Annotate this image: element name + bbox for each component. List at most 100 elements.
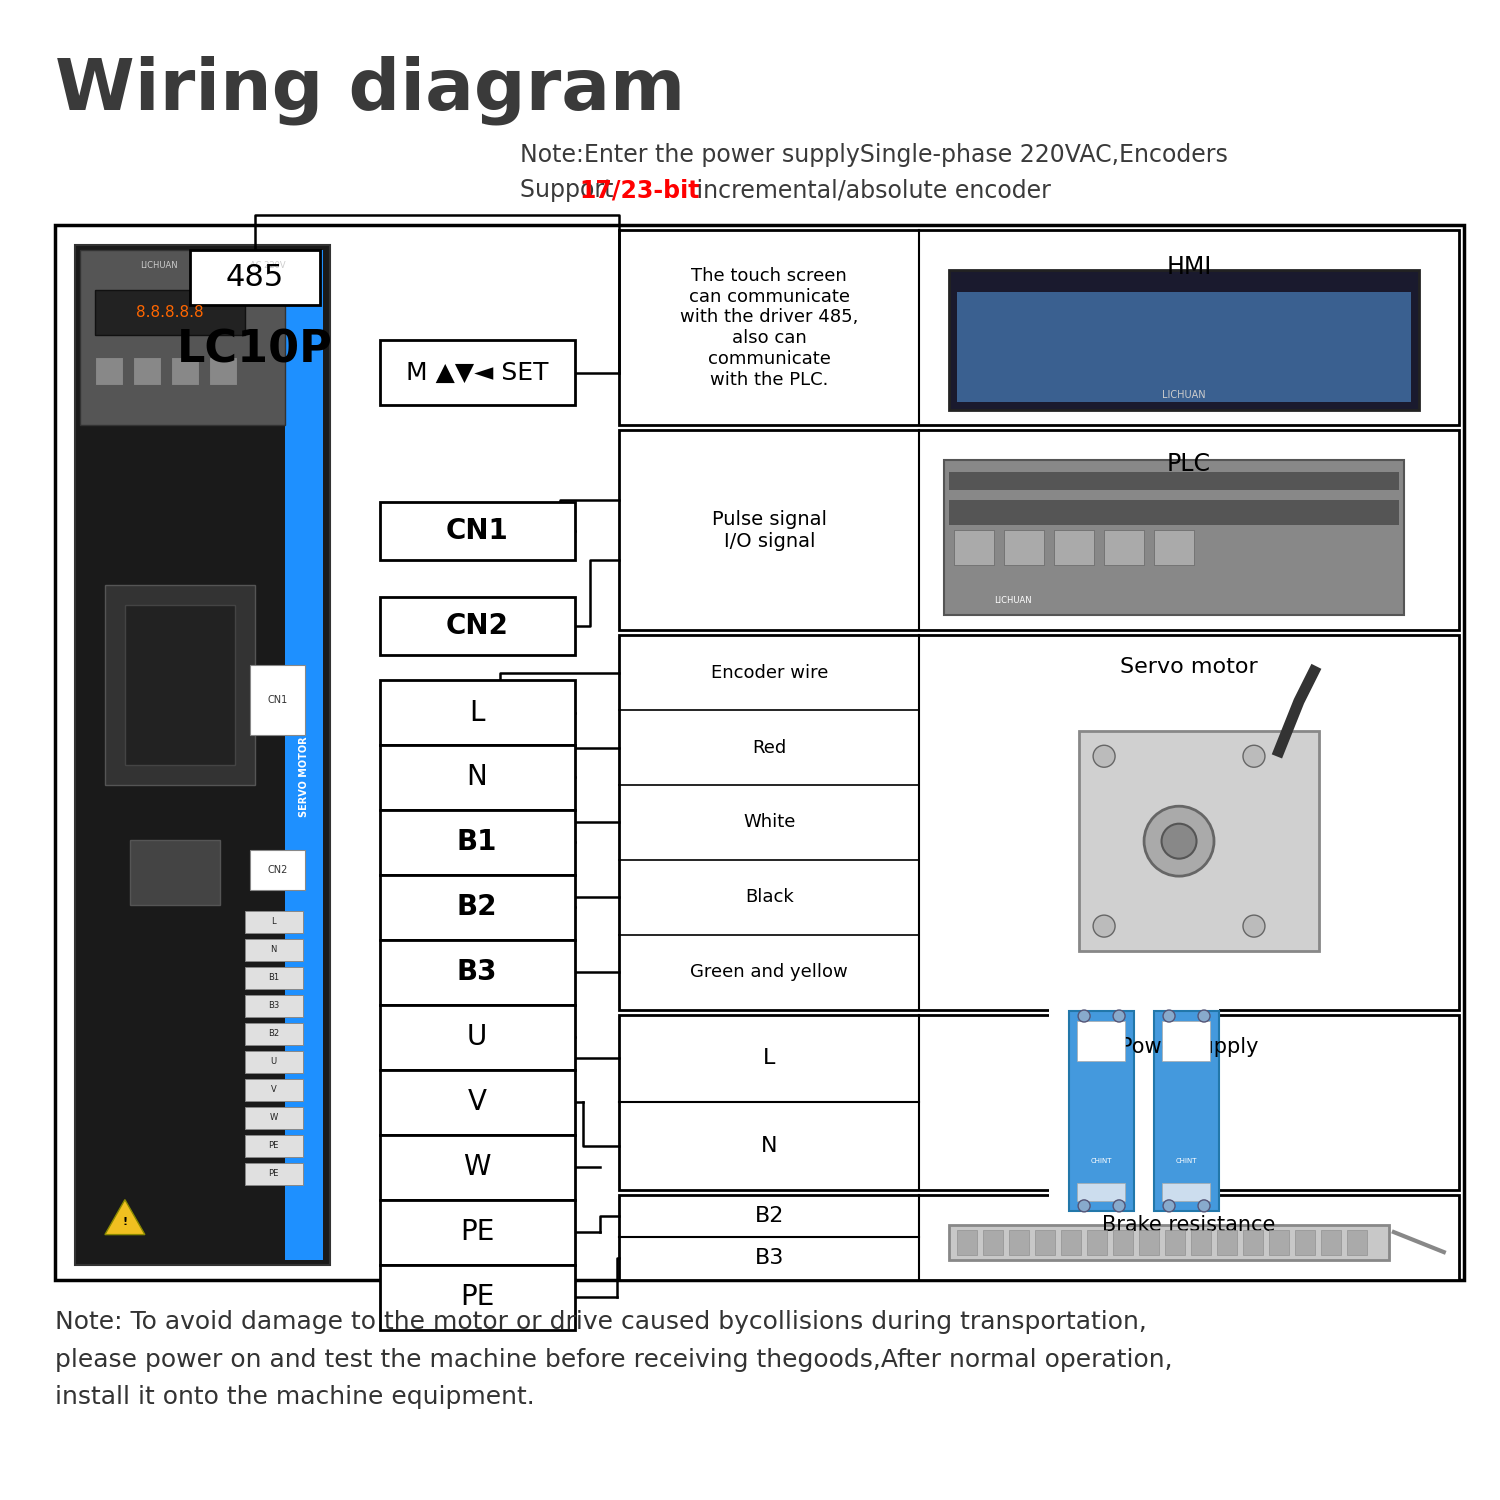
Ellipse shape — [1078, 1200, 1090, 1212]
Text: V: V — [272, 1084, 276, 1094]
Bar — [209, 357, 237, 386]
Bar — [1154, 530, 1194, 566]
Bar — [1060, 1230, 1082, 1254]
Bar — [1162, 1022, 1210, 1060]
Bar — [130, 840, 220, 904]
Bar — [380, 597, 574, 656]
Ellipse shape — [1162, 1010, 1174, 1022]
Bar — [380, 1200, 574, 1264]
Bar — [244, 1023, 303, 1046]
Bar — [105, 585, 255, 784]
Bar — [1004, 530, 1044, 566]
Text: PLC: PLC — [1167, 452, 1210, 476]
Text: 17/23-bit: 17/23-bit — [579, 178, 700, 203]
Bar — [1269, 1230, 1288, 1254]
Text: Servo motor: Servo motor — [1120, 657, 1258, 676]
Bar — [1054, 530, 1094, 566]
Text: Power supply: Power supply — [1120, 1036, 1258, 1058]
Text: L: L — [764, 1048, 776, 1068]
Bar — [1113, 1230, 1132, 1254]
Bar — [957, 1230, 976, 1254]
Bar — [1294, 1230, 1316, 1254]
Text: 485: 485 — [225, 264, 284, 292]
Text: HMI: HMI — [1167, 255, 1212, 279]
Bar — [1104, 530, 1144, 566]
Text: CN1: CN1 — [267, 694, 288, 705]
Bar — [244, 1134, 303, 1156]
Ellipse shape — [1094, 746, 1114, 766]
Bar — [171, 357, 200, 386]
Bar — [1162, 1184, 1210, 1202]
Ellipse shape — [1144, 806, 1214, 876]
Bar — [950, 472, 1400, 490]
Bar — [380, 810, 574, 874]
Bar — [94, 291, 244, 336]
Ellipse shape — [1162, 1200, 1174, 1212]
Bar — [380, 874, 574, 940]
Bar — [1088, 1230, 1107, 1254]
Bar — [380, 503, 574, 560]
Text: Green and yellow: Green and yellow — [690, 963, 847, 981]
Ellipse shape — [1161, 824, 1197, 858]
Bar — [950, 270, 1419, 411]
Text: Red: Red — [752, 738, 786, 756]
Text: Note:Enter the power supplySingle-phase 220VAC,Encoders: Note:Enter the power supplySingle-phase … — [519, 144, 1227, 168]
Bar — [1154, 1011, 1220, 1210]
Bar — [1070, 1011, 1134, 1210]
Bar — [190, 251, 320, 306]
Bar — [380, 340, 574, 405]
Bar — [380, 940, 574, 1005]
Bar — [620, 430, 1460, 630]
Bar — [1035, 1230, 1054, 1254]
Text: !: ! — [123, 1216, 128, 1227]
Text: L: L — [470, 699, 484, 726]
Text: B3: B3 — [268, 1002, 279, 1011]
Bar — [1166, 1230, 1185, 1254]
Text: V: V — [468, 1088, 486, 1116]
Bar — [244, 1052, 303, 1072]
Text: N: N — [466, 764, 488, 792]
Text: M ▲▼◄ SET: M ▲▼◄ SET — [406, 362, 549, 386]
Text: White: White — [742, 813, 795, 831]
Text: N: N — [270, 945, 278, 954]
Ellipse shape — [1198, 1200, 1210, 1212]
Bar — [380, 680, 574, 746]
Bar — [1244, 1230, 1263, 1254]
Text: Pulse signal
I/O signal: Pulse signal I/O signal — [712, 510, 827, 550]
Ellipse shape — [1094, 915, 1114, 938]
Bar — [1138, 1230, 1160, 1254]
Bar — [620, 1016, 1460, 1190]
Text: PE: PE — [460, 1218, 495, 1246]
Bar — [380, 1070, 574, 1134]
Text: Brake resistance: Brake resistance — [1102, 1215, 1275, 1234]
Bar — [244, 1107, 303, 1128]
Bar — [1322, 1230, 1341, 1254]
Text: incremental/absolute encoder: incremental/absolute encoder — [690, 178, 1052, 203]
Bar — [56, 225, 1464, 1280]
Text: B1: B1 — [268, 974, 279, 982]
Bar — [944, 460, 1404, 615]
Bar — [380, 746, 574, 810]
Bar — [244, 1162, 303, 1185]
Bar — [380, 1134, 574, 1200]
Bar — [124, 604, 236, 765]
Bar — [1077, 1022, 1125, 1060]
Text: B2: B2 — [268, 1029, 279, 1038]
Bar — [251, 850, 305, 889]
Text: CN1: CN1 — [446, 518, 509, 544]
Bar — [950, 1224, 1389, 1260]
Text: Support: Support — [519, 178, 621, 203]
Text: PE: PE — [460, 1282, 495, 1311]
Bar — [1010, 1230, 1029, 1254]
Text: CHINT: CHINT — [1176, 1158, 1197, 1164]
Text: B3: B3 — [458, 958, 498, 987]
Text: LC10P: LC10P — [177, 328, 333, 372]
Bar — [1048, 1000, 1220, 1221]
Text: U: U — [466, 1023, 488, 1052]
Text: N: N — [760, 1136, 777, 1156]
Text: W: W — [270, 1113, 278, 1122]
Bar — [950, 500, 1400, 525]
Bar — [620, 1194, 1460, 1280]
Bar — [954, 530, 994, 566]
Bar — [134, 357, 160, 386]
